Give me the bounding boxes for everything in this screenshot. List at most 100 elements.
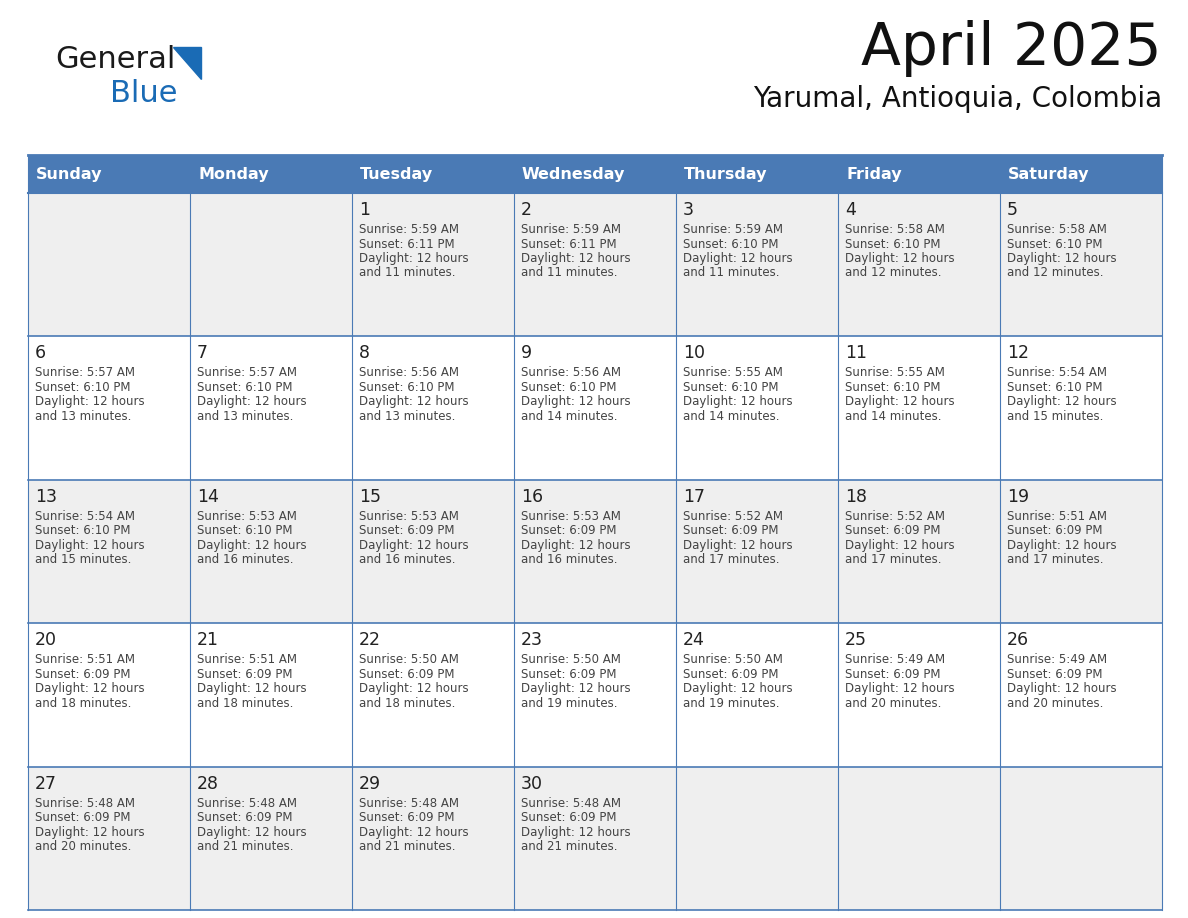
Text: Sunset: 6:11 PM: Sunset: 6:11 PM bbox=[522, 238, 617, 251]
Text: and 18 minutes.: and 18 minutes. bbox=[34, 697, 132, 710]
Text: 16: 16 bbox=[522, 487, 543, 506]
Text: 26: 26 bbox=[1007, 632, 1029, 649]
Text: and 18 minutes.: and 18 minutes. bbox=[359, 697, 455, 710]
Text: and 16 minutes.: and 16 minutes. bbox=[522, 554, 618, 566]
Text: Sunrise: 5:52 AM: Sunrise: 5:52 AM bbox=[845, 509, 944, 522]
Text: Sunset: 6:10 PM: Sunset: 6:10 PM bbox=[845, 381, 941, 394]
Text: Sunset: 6:09 PM: Sunset: 6:09 PM bbox=[359, 524, 455, 537]
Text: 9: 9 bbox=[522, 344, 532, 363]
Text: Sunset: 6:10 PM: Sunset: 6:10 PM bbox=[197, 381, 292, 394]
Text: Tuesday: Tuesday bbox=[360, 166, 434, 182]
Text: 7: 7 bbox=[197, 344, 208, 363]
Text: Daylight: 12 hours: Daylight: 12 hours bbox=[683, 252, 792, 265]
Text: Daylight: 12 hours: Daylight: 12 hours bbox=[1007, 252, 1117, 265]
Text: Sunrise: 5:59 AM: Sunrise: 5:59 AM bbox=[359, 223, 459, 236]
Text: Sunrise: 5:49 AM: Sunrise: 5:49 AM bbox=[1007, 654, 1107, 666]
Text: and 14 minutes.: and 14 minutes. bbox=[845, 410, 942, 423]
Text: Friday: Friday bbox=[846, 166, 902, 182]
Text: and 20 minutes.: and 20 minutes. bbox=[845, 697, 941, 710]
Text: Sunrise: 5:53 AM: Sunrise: 5:53 AM bbox=[197, 509, 297, 522]
Text: and 19 minutes.: and 19 minutes. bbox=[522, 697, 618, 710]
Text: Sunrise: 5:53 AM: Sunrise: 5:53 AM bbox=[522, 509, 621, 522]
Bar bbox=[29, 767, 1162, 910]
Text: 6: 6 bbox=[34, 344, 46, 363]
Text: Sunset: 6:10 PM: Sunset: 6:10 PM bbox=[1007, 238, 1102, 251]
Text: and 13 minutes.: and 13 minutes. bbox=[197, 410, 293, 423]
Text: Sunrise: 5:57 AM: Sunrise: 5:57 AM bbox=[197, 366, 297, 379]
Text: Daylight: 12 hours: Daylight: 12 hours bbox=[522, 396, 631, 409]
Text: Sunrise: 5:50 AM: Sunrise: 5:50 AM bbox=[683, 654, 783, 666]
Bar bbox=[514, 155, 676, 193]
Text: Saturday: Saturday bbox=[1007, 166, 1089, 182]
Text: Sunrise: 5:58 AM: Sunrise: 5:58 AM bbox=[1007, 223, 1107, 236]
Text: Sunset: 6:09 PM: Sunset: 6:09 PM bbox=[522, 812, 617, 824]
Text: Sunrise: 5:52 AM: Sunrise: 5:52 AM bbox=[683, 509, 783, 522]
Text: Thursday: Thursday bbox=[684, 166, 767, 182]
Text: Daylight: 12 hours: Daylight: 12 hours bbox=[34, 825, 145, 839]
Text: Daylight: 12 hours: Daylight: 12 hours bbox=[1007, 539, 1117, 552]
Text: Sunset: 6:09 PM: Sunset: 6:09 PM bbox=[845, 524, 941, 537]
Text: 20: 20 bbox=[34, 632, 57, 649]
Text: Daylight: 12 hours: Daylight: 12 hours bbox=[359, 252, 468, 265]
Text: and 12 minutes.: and 12 minutes. bbox=[845, 266, 942, 279]
Text: Sunset: 6:10 PM: Sunset: 6:10 PM bbox=[683, 381, 778, 394]
Text: Sunday: Sunday bbox=[36, 166, 102, 182]
Text: Sunrise: 5:49 AM: Sunrise: 5:49 AM bbox=[845, 654, 946, 666]
Text: Sunrise: 5:56 AM: Sunrise: 5:56 AM bbox=[359, 366, 459, 379]
Text: 24: 24 bbox=[683, 632, 704, 649]
Text: 15: 15 bbox=[359, 487, 381, 506]
Text: 10: 10 bbox=[683, 344, 704, 363]
Text: Daylight: 12 hours: Daylight: 12 hours bbox=[197, 825, 307, 839]
Text: 14: 14 bbox=[197, 487, 219, 506]
Text: Sunrise: 5:50 AM: Sunrise: 5:50 AM bbox=[359, 654, 459, 666]
Text: Sunrise: 5:58 AM: Sunrise: 5:58 AM bbox=[845, 223, 944, 236]
Text: 21: 21 bbox=[197, 632, 219, 649]
Text: 17: 17 bbox=[683, 487, 704, 506]
Bar bbox=[29, 480, 1162, 623]
Text: 29: 29 bbox=[359, 775, 381, 792]
Text: and 18 minutes.: and 18 minutes. bbox=[197, 697, 293, 710]
Text: 28: 28 bbox=[197, 775, 219, 792]
Text: Daylight: 12 hours: Daylight: 12 hours bbox=[522, 252, 631, 265]
Text: Sunrise: 5:51 AM: Sunrise: 5:51 AM bbox=[1007, 509, 1107, 522]
Text: and 17 minutes.: and 17 minutes. bbox=[845, 554, 942, 566]
Text: Sunrise: 5:55 AM: Sunrise: 5:55 AM bbox=[683, 366, 783, 379]
Text: Sunset: 6:09 PM: Sunset: 6:09 PM bbox=[34, 667, 131, 681]
Text: Sunset: 6:10 PM: Sunset: 6:10 PM bbox=[359, 381, 455, 394]
Text: Sunrise: 5:55 AM: Sunrise: 5:55 AM bbox=[845, 366, 944, 379]
Text: and 14 minutes.: and 14 minutes. bbox=[522, 410, 618, 423]
Text: Daylight: 12 hours: Daylight: 12 hours bbox=[683, 682, 792, 695]
Text: and 17 minutes.: and 17 minutes. bbox=[683, 554, 779, 566]
Text: Sunset: 6:09 PM: Sunset: 6:09 PM bbox=[683, 667, 778, 681]
Text: Sunset: 6:10 PM: Sunset: 6:10 PM bbox=[522, 381, 617, 394]
Text: 12: 12 bbox=[1007, 344, 1029, 363]
Text: and 21 minutes.: and 21 minutes. bbox=[197, 840, 293, 853]
Bar bbox=[676, 155, 838, 193]
Text: and 21 minutes.: and 21 minutes. bbox=[359, 840, 455, 853]
Text: Sunset: 6:10 PM: Sunset: 6:10 PM bbox=[1007, 381, 1102, 394]
Text: and 13 minutes.: and 13 minutes. bbox=[34, 410, 132, 423]
Text: Daylight: 12 hours: Daylight: 12 hours bbox=[34, 682, 145, 695]
Text: Daylight: 12 hours: Daylight: 12 hours bbox=[359, 396, 468, 409]
Text: and 11 minutes.: and 11 minutes. bbox=[683, 266, 779, 279]
Text: Sunset: 6:09 PM: Sunset: 6:09 PM bbox=[197, 667, 292, 681]
Text: Sunrise: 5:48 AM: Sunrise: 5:48 AM bbox=[197, 797, 297, 810]
Text: Sunrise: 5:51 AM: Sunrise: 5:51 AM bbox=[197, 654, 297, 666]
Text: Daylight: 12 hours: Daylight: 12 hours bbox=[845, 396, 955, 409]
Text: Sunset: 6:10 PM: Sunset: 6:10 PM bbox=[34, 524, 131, 537]
Bar bbox=[29, 155, 190, 193]
Text: and 19 minutes.: and 19 minutes. bbox=[683, 697, 779, 710]
Text: 5: 5 bbox=[1007, 201, 1018, 219]
Text: April 2025: April 2025 bbox=[861, 20, 1162, 77]
Bar bbox=[1000, 155, 1162, 193]
Bar bbox=[838, 155, 1000, 193]
Text: and 15 minutes.: and 15 minutes. bbox=[34, 554, 132, 566]
Text: Daylight: 12 hours: Daylight: 12 hours bbox=[359, 539, 468, 552]
Bar bbox=[29, 623, 1162, 767]
Text: Sunset: 6:11 PM: Sunset: 6:11 PM bbox=[359, 238, 455, 251]
Text: Daylight: 12 hours: Daylight: 12 hours bbox=[197, 396, 307, 409]
Text: and 15 minutes.: and 15 minutes. bbox=[1007, 410, 1104, 423]
Text: Monday: Monday bbox=[198, 166, 268, 182]
Text: Daylight: 12 hours: Daylight: 12 hours bbox=[845, 682, 955, 695]
Text: Yarumal, Antioquia, Colombia: Yarumal, Antioquia, Colombia bbox=[753, 85, 1162, 113]
